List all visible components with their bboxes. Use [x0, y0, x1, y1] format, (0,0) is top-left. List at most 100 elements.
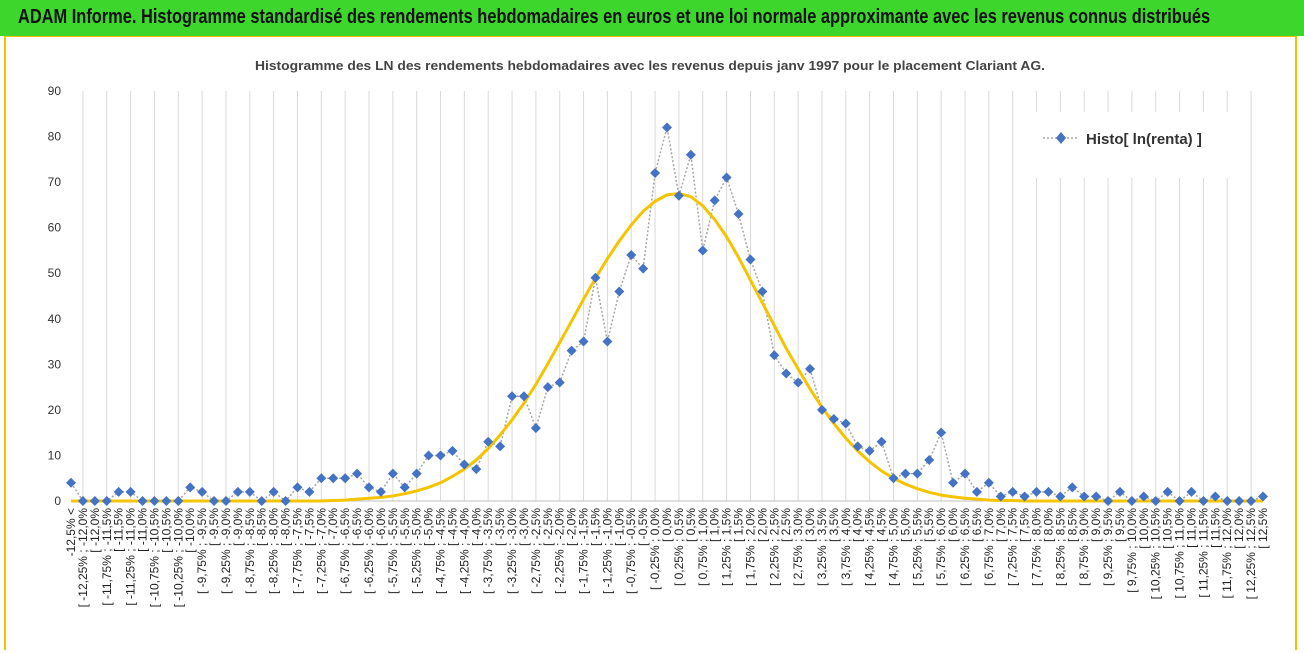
x-tick-label: [ 7,75% ; 8,0%: [1030, 508, 1044, 586]
x-tick-label: [ 12,25% ; 12,5%: [1244, 508, 1258, 600]
x-tick-label: [ -6,0%: [374, 508, 388, 546]
x-tick-label: [ -9,5%: [207, 508, 221, 546]
x-tick-label: [ 7,0%: [994, 508, 1008, 542]
histo-point: [805, 363, 816, 374]
histo-point: [578, 336, 589, 347]
x-tick-label: [ 8,0%: [1041, 508, 1055, 542]
x-tick-label: [ 1,25% ; 1,5%: [720, 508, 734, 586]
x-tick-label: [ -10,5%: [159, 508, 173, 553]
histo-point: [375, 486, 386, 497]
histo-point: [1007, 486, 1018, 497]
x-tick-label: [ -2,25% ; -2,0%: [553, 508, 567, 594]
histo-point: [280, 496, 291, 506]
x-tick-label: [ 6,5%: [970, 508, 984, 542]
chart-title: Histogramme des LN des rendements hebdom…: [255, 58, 1045, 73]
x-tick-label: [ 2,25% ; 2,5%: [767, 508, 781, 586]
histo-point: [244, 486, 255, 497]
histo-point: [185, 482, 196, 493]
histo-point: [590, 272, 601, 283]
x-tick-label: [ -12,25% ; -12,0%: [76, 508, 90, 608]
x-tick-label: [ -10,75% ; -10,5%: [147, 508, 161, 608]
x-tick-label: [ 0,0%: [660, 508, 674, 542]
histo-point: [888, 473, 899, 484]
x-tick-label: [ 9,5%: [1113, 508, 1127, 542]
x-tick-label: [ -4,5%: [445, 508, 459, 546]
x-tick-label: [ 11,5%: [1208, 508, 1222, 548]
legend-marker-swatch: [1056, 132, 1066, 144]
histo-point: [161, 496, 172, 506]
histo-point: [757, 286, 768, 297]
x-tick-label: [ 3,0%: [803, 508, 817, 542]
y-tick-label: 30: [48, 357, 62, 371]
histo-point: [149, 496, 160, 506]
x-tick-label: [ -10,25% ; -10,0%: [171, 508, 185, 608]
histo-point: [268, 486, 279, 497]
histo-point: [1234, 496, 1245, 506]
x-tick-label: [ -11,0%: [136, 508, 150, 552]
y-axis-ticks: 0 10 20 30 40 50 60 70 80 90: [48, 84, 62, 508]
y-tick-label: 90: [48, 84, 62, 98]
histo-point: [1258, 491, 1268, 502]
x-tick-label: [ -7,0%: [326, 508, 340, 546]
x-tick-label: [ 3,25% ; 3,5%: [815, 508, 829, 586]
histo-point: [399, 482, 410, 493]
y-tick-label: 40: [48, 312, 62, 326]
x-tick-label: [ 5,5%: [922, 508, 936, 542]
histo-point: [721, 172, 732, 183]
page-title: ADAM Informe. Histogramme standardisé de…: [18, 6, 1211, 28]
histo-point: [471, 464, 482, 475]
x-tick-label: [ -7,75% ; -7,5%: [290, 508, 304, 594]
histo-point: [1150, 496, 1161, 506]
y-tick-label: 10: [48, 448, 62, 462]
histo-point: [316, 473, 327, 484]
x-tick-label: [ 8,5%: [1065, 508, 1079, 542]
histo-point: [1174, 496, 1185, 506]
x-tick-label: [ -3,25% ; -3,0%: [505, 508, 519, 594]
x-tick-label: [ 4,75% ; 5,0%: [886, 508, 900, 586]
histo-point: [364, 482, 374, 493]
x-tick-label: [ -7,25% ; -7,0%: [314, 508, 328, 594]
x-tick-label: [ 1,75% ; 2,0%: [743, 508, 757, 586]
histo-point: [1162, 486, 1173, 497]
histo-point: [733, 209, 744, 219]
x-tick-label: [ -8,25% ; -8,0%: [267, 508, 281, 594]
x-tick-label: [ -7,5%: [302, 508, 316, 546]
x-tick-label: [ 3,75% ; 4,0%: [839, 508, 853, 586]
histo-point: [113, 486, 124, 497]
x-tick-label: [ -0,25% ; 0,0%: [648, 508, 662, 590]
x-tick-label: [ 2,5%: [779, 508, 793, 542]
x-tick-label: [ 10,0%: [1137, 508, 1151, 549]
y-tick-label: 50: [48, 266, 62, 280]
histo-point: [292, 482, 303, 493]
histo-point: [852, 441, 863, 452]
x-tick-label: [ 12,5%: [1256, 508, 1270, 549]
x-tick-label: [ 11,0%: [1184, 508, 1198, 548]
histo-point: [662, 122, 672, 133]
histo-point: [507, 391, 518, 402]
x-tick-label: [ 10,5%: [1161, 508, 1175, 549]
x-tick-label: [ -0,5%: [636, 508, 650, 546]
histo-point: [1210, 491, 1221, 502]
x-tick-label: [ -12,0%: [88, 508, 102, 553]
x-tick-label: [ 7,5%: [1018, 508, 1032, 542]
histo-point: [340, 473, 351, 484]
histo-point: [530, 423, 541, 434]
x-tick-label: [ -3,0%: [517, 508, 531, 546]
x-tick-label: [ -9,25% ; -9,0%: [219, 508, 233, 594]
histo-point: [518, 391, 529, 402]
histo-point: [840, 418, 851, 429]
histo-point: [1043, 486, 1054, 497]
x-tick-label: [ -8,5%: [255, 508, 269, 546]
x-tick-label: [ -3,75% ; -3,5%: [481, 508, 495, 594]
x-tick-label: [ -8,75% ; -8,5%: [243, 508, 257, 594]
x-tick-label: [ -10,0%: [183, 508, 197, 553]
x-tick-label: [ 5,75% ; 6,0%: [934, 508, 948, 586]
x-tick-label: [ -2,0%: [565, 508, 579, 546]
histo-point: [864, 445, 875, 456]
histo-point: [495, 441, 506, 452]
x-tick-label: -12,5% <: [64, 508, 78, 556]
histo-point: [900, 468, 911, 479]
x-tick-label: [ 10,75% ; 11,0%: [1173, 508, 1187, 599]
x-tick-label: [ 1,5%: [732, 508, 746, 542]
histo-point: [566, 345, 577, 356]
